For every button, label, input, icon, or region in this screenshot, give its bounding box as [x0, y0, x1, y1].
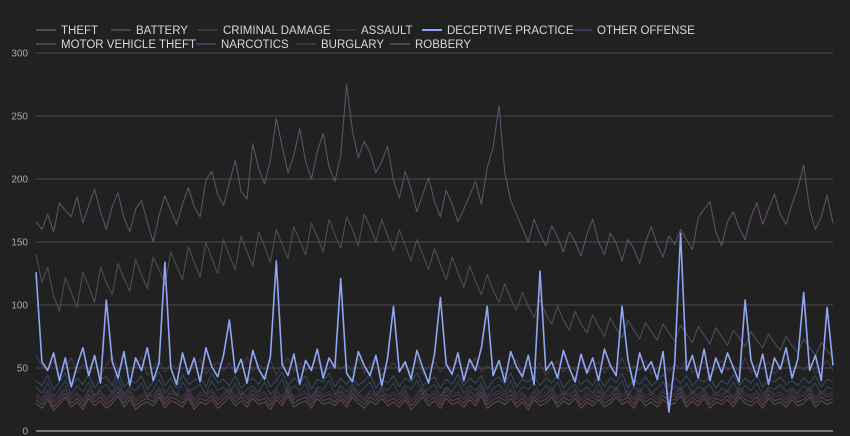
legend-label: THEFT — [61, 25, 98, 37]
y-tick-label: 250 — [11, 112, 28, 123]
legend-label: BURGLARY — [321, 39, 384, 51]
legend-item-assault[interactable]: ASSAULT — [336, 25, 413, 37]
y-axis-ticks: 300 250 200 150 100 50 0 — [11, 49, 28, 436]
legend-label: CRIMINAL DAMAGE — [223, 25, 331, 37]
y-tick-label: 50 — [17, 364, 29, 375]
series-line-assault — [35, 385, 834, 402]
legend-item-robbery[interactable]: ROBBERY — [390, 39, 471, 51]
series-line-burglary — [35, 387, 834, 404]
legend-item-theft[interactable]: THEFT — [36, 25, 98, 37]
legend-item-other-offense[interactable]: OTHER OFFENSE — [572, 25, 695, 37]
legend-item-deceptive-practice[interactable]: DECEPTIVE PRACTICE — [422, 25, 574, 37]
legend[interactable]: THEFT BATTERY CRIMINAL DAMAGE ASSAULT DECEPT… — [36, 25, 695, 51]
series-line-robbery — [35, 395, 834, 412]
legend-label: ROBBERY — [415, 39, 471, 51]
y-tick-label: 200 — [11, 175, 28, 186]
series-line-battery — [35, 213, 834, 359]
y-tick-label: 0 — [22, 427, 28, 436]
legend-item-battery[interactable]: BATTERY — [111, 25, 188, 37]
series-lines — [35, 83, 834, 413]
legend-label: ASSAULT — [361, 25, 413, 37]
series-line-other-offense — [35, 377, 834, 398]
series-line-motor-vehicle-theft — [35, 391, 834, 408]
legend-item-burglary[interactable]: BURGLARY — [296, 39, 384, 51]
legend-label: MOTOR VEHICLE THEFT — [61, 39, 196, 51]
legend-item-criminal-damage[interactable]: CRIMINAL DAMAGE — [198, 25, 331, 37]
legend-item-motor-vehicle-theft[interactable]: MOTOR VEHICLE THEFT — [36, 39, 196, 51]
series-line-theft — [35, 83, 834, 264]
series-line-narcotics — [35, 369, 834, 390]
legend-item-narcotics[interactable]: NARCOTICS — [196, 39, 289, 51]
legend-label: OTHER OFFENSE — [597, 25, 695, 37]
series-line-deceptive-practice — [35, 232, 834, 413]
y-tick-label: 300 — [11, 49, 28, 60]
legend-label: DECEPTIVE PRACTICE — [447, 25, 574, 37]
y-tick-label: 150 — [11, 238, 28, 249]
legend-label: NARCOTICS — [221, 39, 289, 51]
legend-label: BATTERY — [136, 25, 188, 37]
grid-lines — [36, 52, 833, 432]
y-tick-label: 100 — [11, 301, 28, 312]
